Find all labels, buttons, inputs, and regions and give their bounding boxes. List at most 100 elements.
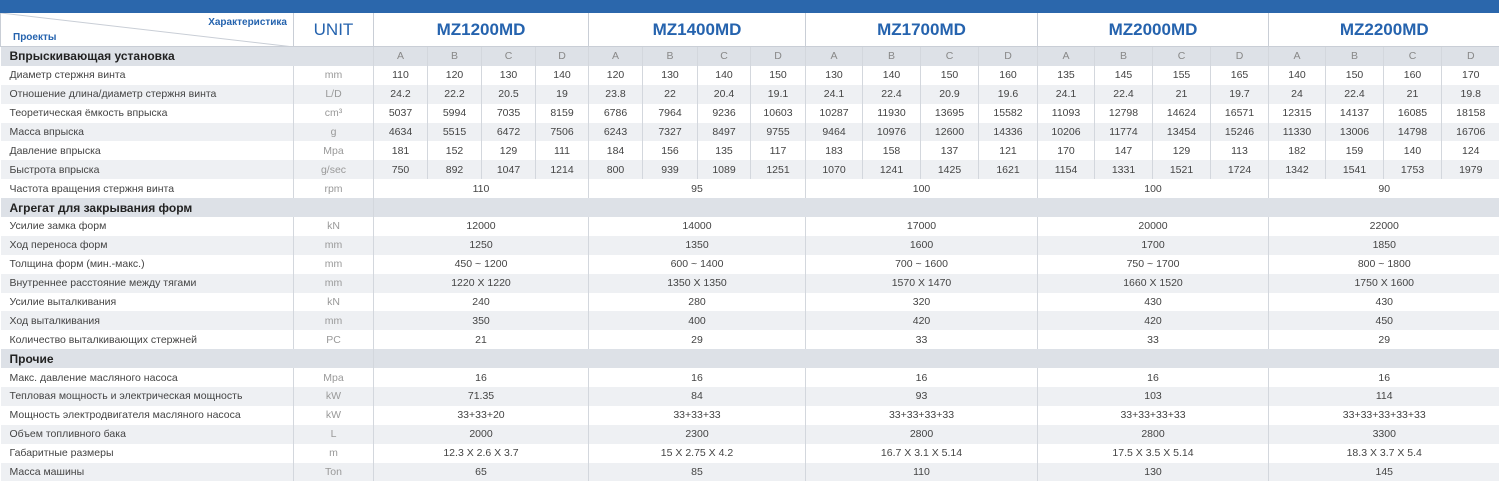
- row-value: 150: [750, 65, 806, 85]
- sub-column-label: A: [1268, 46, 1326, 66]
- row-value: 7964: [642, 103, 698, 123]
- row-value: 129: [1152, 141, 1211, 161]
- row-value: 2300: [588, 424, 806, 444]
- row-value: 147: [1094, 141, 1153, 161]
- row-value: 12315: [1268, 103, 1326, 123]
- row-value: 420: [1037, 311, 1269, 331]
- row-label: Габаритные размеры: [9, 447, 114, 460]
- row-value: 121: [978, 141, 1038, 161]
- row-value: 135: [1037, 65, 1095, 85]
- row-value: 5037: [373, 103, 428, 123]
- sub-column-label: A: [588, 46, 643, 66]
- row-value: 16: [588, 368, 806, 388]
- row-value: 114: [1268, 387, 1499, 406]
- row-unit: mm: [293, 311, 374, 331]
- row-value: 90: [1268, 179, 1499, 199]
- row-value: 600 ~ 1400: [588, 254, 806, 274]
- row-value: 14137: [1325, 103, 1384, 123]
- row-value: 20.4: [697, 84, 751, 104]
- spec-row: Усилие замка форм kN 12000 14000 17000 20000 2…: [1, 217, 1499, 236]
- row-value: 150: [1325, 65, 1384, 85]
- row-value: 124: [1441, 141, 1499, 161]
- row-value: 1220 X 1220: [373, 273, 589, 293]
- spec-row: Внутреннее расстояние между тягами mm 1220…: [0, 273, 1499, 293]
- row-value: 170: [1037, 141, 1095, 161]
- row-label: Объем топливного бака: [0, 424, 294, 444]
- row-value: 1331: [1094, 160, 1153, 180]
- row-label: Масса машины: [0, 462, 294, 482]
- section-row: Агрегат для закрывания форм: [0, 198, 1499, 218]
- row-value: 113: [1210, 141, 1269, 161]
- row-unit: m: [293, 443, 374, 463]
- row-unit: Mpa: [293, 368, 374, 388]
- corner-cell: Характеристика Проекты: [0, 13, 294, 47]
- row-label: Количество выталкивающих стержней: [9, 333, 198, 346]
- row-value: 10976: [862, 122, 921, 142]
- row-value: 12000: [373, 217, 589, 236]
- row-value: 7506: [535, 122, 589, 142]
- row-value: 6243: [588, 122, 643, 142]
- row-value: 1214: [535, 160, 589, 180]
- row-value: 12.3 X 2.6 X 3.7: [373, 443, 589, 463]
- row-value: 1154: [1037, 160, 1095, 180]
- row-value: 17000: [805, 217, 1038, 236]
- row-value: 24.1: [1037, 84, 1095, 104]
- row-label: Внутреннее расстояние между тягами: [0, 273, 294, 293]
- row-value: 183: [805, 141, 863, 161]
- row-value: 33: [1037, 330, 1269, 350]
- sub-column-label: D: [1441, 46, 1499, 66]
- row-label: Усилие замка форм: [9, 220, 107, 233]
- spec-row: Макс. давление масляного насоса Mpa 16 16 16…: [1, 368, 1499, 388]
- row-value: 240: [373, 292, 589, 312]
- sub-column-label: D: [978, 46, 1038, 66]
- row-value: 160: [1383, 65, 1442, 85]
- spec-row: Усилие выталкивания kN 240 280 320 430 430: [1, 292, 1499, 312]
- spec-row: Тепловая мощность и электрическая мощнос…: [0, 387, 1499, 406]
- spec-row: Мощность электродвигателя масляного насо…: [1, 405, 1499, 425]
- row-value: 29: [588, 330, 806, 350]
- sub-column-label: A: [373, 46, 428, 66]
- row-value: 1750 X 1600: [1268, 273, 1499, 293]
- row-unit: cm³: [293, 103, 374, 123]
- row-value: 1600: [805, 235, 1038, 255]
- section-title: Прочие: [0, 349, 374, 369]
- row-value: 6786: [588, 103, 643, 123]
- row-value: 21: [1383, 84, 1442, 104]
- row-label: Тепловая мощность и электрическая мощнос…: [0, 387, 294, 406]
- row-unit: kN: [293, 292, 374, 312]
- row-value: 182: [1268, 141, 1326, 161]
- row-value: 1570 X 1470: [805, 273, 1038, 293]
- row-value: 2800: [1037, 424, 1269, 444]
- row-value: 9464: [805, 122, 863, 142]
- row-value: 152: [427, 141, 482, 161]
- section-fill: [373, 349, 1499, 369]
- row-value: 156: [642, 141, 698, 161]
- row-unit: mm: [293, 273, 374, 293]
- row-value: 84: [588, 387, 806, 406]
- row-value: 33+33+33+33: [805, 405, 1038, 425]
- row-value: 135: [697, 141, 751, 161]
- row-value: 160: [978, 65, 1038, 85]
- row-value: 1621: [978, 160, 1038, 180]
- row-value: 65: [373, 462, 589, 482]
- row-value: 100: [805, 179, 1038, 199]
- row-value: 155: [1152, 65, 1211, 85]
- spec-row: Масса машины Ton 65 85 110 130 145: [0, 462, 1499, 482]
- row-value: 16.7 X 3.1 X 5.14: [805, 443, 1038, 463]
- top-bar: [0, 0, 1499, 13]
- row-unit: Ton: [293, 462, 374, 482]
- row-value: 5515: [427, 122, 482, 142]
- row-value: 9236: [697, 103, 751, 123]
- row-value: 159: [1325, 141, 1384, 161]
- row-label: Давление впрыска: [9, 144, 101, 157]
- model-header: MZ1700MD: [805, 13, 1038, 47]
- row-label: Диаметр стержня винта: [9, 69, 126, 82]
- row-value: 3300: [1268, 424, 1499, 444]
- row-value: 320: [805, 292, 1038, 312]
- row-value: 140: [1383, 141, 1442, 161]
- section-title: Агрегат для закрывания форм: [0, 198, 374, 218]
- row-value: 137: [920, 141, 979, 161]
- row-value: 7035: [481, 103, 536, 123]
- row-value: 33+33+33+33: [1037, 405, 1269, 425]
- row-value: 22.2: [427, 84, 482, 104]
